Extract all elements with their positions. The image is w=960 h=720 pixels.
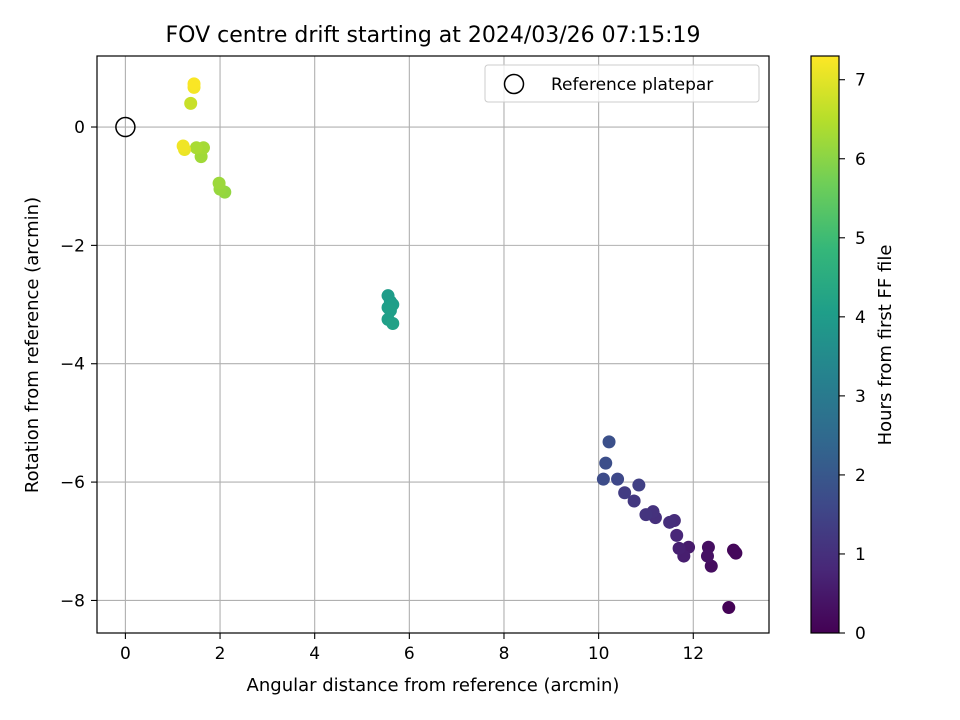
data-point (728, 545, 742, 559)
data-point (627, 494, 641, 508)
data-point (599, 456, 613, 470)
y-axis-label: Rotation from reference (arcmin) (22, 197, 43, 493)
data-point (670, 528, 684, 542)
data-point (386, 316, 400, 330)
colorbar-gradient (811, 56, 839, 633)
colorbar-tick-label: 0 (855, 624, 866, 644)
data-point (212, 176, 226, 190)
data-point (184, 96, 198, 110)
y-tick-label: −4 (60, 355, 85, 375)
legend-box (484, 64, 760, 103)
data-point (704, 559, 718, 573)
reference-platepar-marker (115, 116, 136, 138)
x-tick-label: 4 (309, 644, 320, 664)
y-axis-ticks: 0 −2 −4 −6 −8 (60, 118, 97, 611)
data-point (700, 549, 714, 563)
plot-background (97, 56, 769, 633)
colorbar-tick-label: 3 (855, 387, 866, 407)
colorbar: 0 1 2 3 4 5 6 7 Hours from first FF file (810, 55, 896, 644)
y-tick-label: 0 (74, 118, 85, 138)
x-axis-ticks: 0 2 4 6 8 10 12 (120, 633, 704, 664)
data-point (639, 508, 653, 522)
data-point (602, 435, 616, 449)
x-tick-label: 10 (588, 644, 610, 664)
data-point (596, 472, 610, 486)
legend: Reference platepar (484, 64, 760, 103)
x-tick-label: 12 (682, 644, 704, 664)
data-point (663, 515, 677, 529)
x-tick-label: 8 (499, 644, 510, 664)
chart-title: FOV centre drift starting at 2024/03/26 … (166, 23, 701, 48)
legend-open-circle-icon (503, 73, 525, 95)
data-points (176, 77, 743, 615)
x-tick-label: 6 (404, 644, 415, 664)
data-point (611, 472, 625, 486)
data-point (176, 139, 190, 153)
data-point (722, 601, 736, 615)
data-point (189, 141, 203, 155)
x-tick-label: 0 (120, 644, 131, 664)
colorbar-tick-label: 7 (855, 71, 866, 91)
colorbar-label: Hours from first FF file (875, 245, 896, 446)
y-tick-label: −2 (60, 236, 85, 256)
x-axis-label: Angular distance from reference (arcmin) (247, 675, 620, 696)
colorbar-tick-label: 5 (855, 229, 866, 249)
colorbar-frame (810, 55, 840, 634)
data-point (187, 77, 201, 91)
y-tick-label: −6 (60, 473, 85, 493)
x-tick-label: 2 (215, 644, 226, 664)
colorbar-tick-label: 4 (855, 308, 866, 328)
legend-label: Reference platepar (551, 75, 713, 95)
colorbar-tick-label: 6 (855, 150, 866, 170)
colorbar-ticks: 0 1 2 3 4 5 6 7 (839, 71, 866, 644)
colorbar-tick-label: 1 (855, 545, 866, 565)
data-point (618, 486, 632, 500)
data-point (672, 541, 686, 555)
y-tick-label: −8 (60, 591, 85, 611)
colorbar-tick-label: 2 (855, 466, 866, 486)
grid-lines (97, 56, 769, 633)
data-point (632, 478, 646, 492)
plot-frame (96, 55, 770, 634)
